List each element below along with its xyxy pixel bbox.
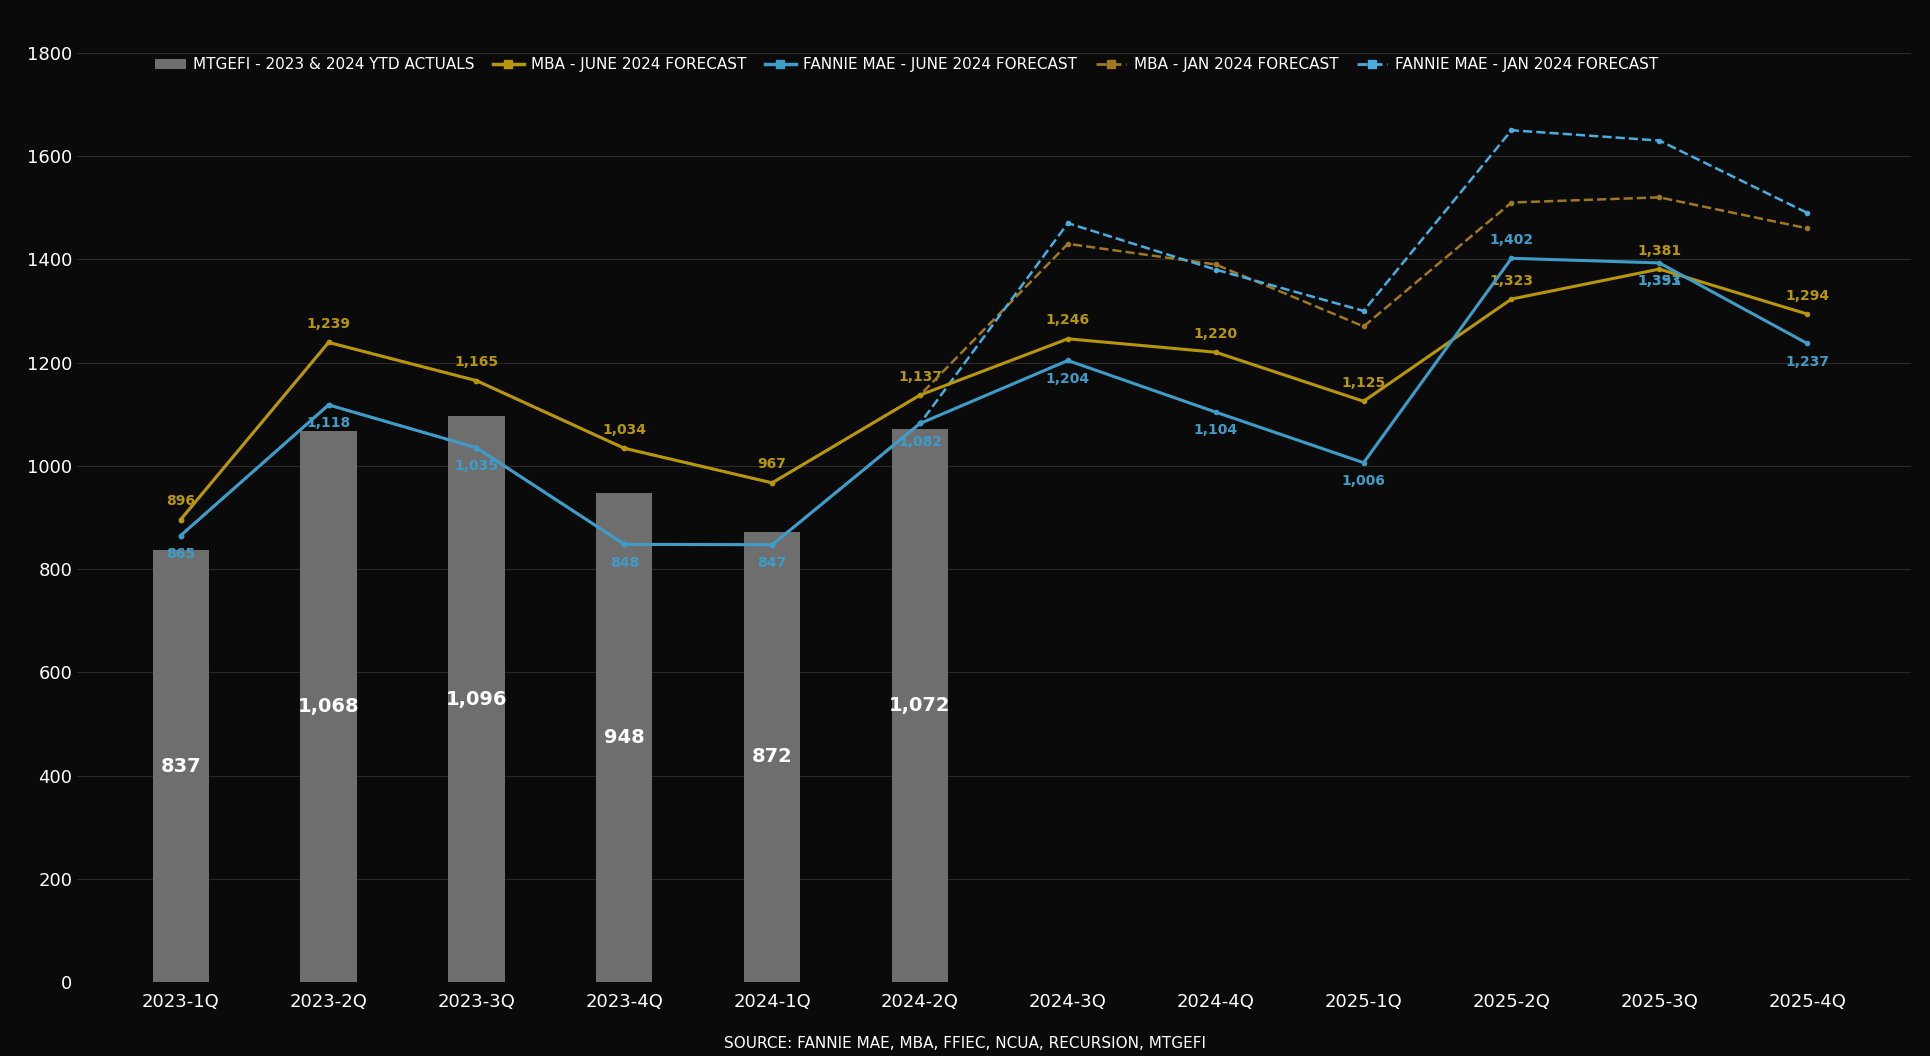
Text: 1,351: 1,351 [1637, 275, 1681, 288]
Text: 1,068: 1,068 [297, 697, 359, 716]
Text: 1,125: 1,125 [1341, 376, 1386, 390]
Text: 1,204: 1,204 [1046, 372, 1090, 385]
Text: 1,381: 1,381 [1637, 244, 1681, 258]
Text: 1,035: 1,035 [454, 459, 498, 473]
Text: 1,072: 1,072 [890, 696, 951, 715]
Text: 1,246: 1,246 [1046, 314, 1090, 327]
Text: 837: 837 [160, 756, 201, 775]
Text: 1,220: 1,220 [1193, 327, 1237, 341]
Text: 1,402: 1,402 [1490, 233, 1534, 247]
Text: 1,165: 1,165 [454, 355, 498, 370]
Text: 1,104: 1,104 [1193, 423, 1237, 437]
Text: 1,034: 1,034 [602, 422, 647, 437]
Text: 865: 865 [166, 547, 195, 561]
Text: 896: 896 [166, 494, 195, 508]
Legend: MTGEFI - 2023 & 2024 YTD ACTUALS, MBA - JUNE 2024 FORECAST, FANNIE MAE - JUNE 20: MTGEFI - 2023 & 2024 YTD ACTUALS, MBA - … [149, 51, 1664, 78]
Text: SOURCE: FANNIE MAE, MBA, FFIEC, NCUA, RECURSION, MTGEFI: SOURCE: FANNIE MAE, MBA, FFIEC, NCUA, RE… [724, 1036, 1206, 1051]
Text: 1,118: 1,118 [307, 416, 351, 430]
Text: 872: 872 [753, 748, 793, 767]
Text: 1,393: 1,393 [1637, 275, 1681, 288]
Text: 1,239: 1,239 [307, 317, 351, 332]
Bar [301, 431, 357, 982]
Bar [152, 550, 208, 982]
Text: 1,137: 1,137 [897, 370, 942, 383]
Text: 1,294: 1,294 [1785, 288, 1830, 303]
Text: 967: 967 [758, 457, 787, 471]
Bar [892, 429, 948, 982]
Text: 848: 848 [610, 555, 639, 569]
Bar [448, 416, 504, 982]
Text: 847: 847 [758, 557, 787, 570]
Text: 1,006: 1,006 [1341, 474, 1386, 488]
Text: 1,082: 1,082 [897, 435, 942, 449]
Text: 1,096: 1,096 [446, 690, 508, 709]
Text: 1,323: 1,323 [1490, 274, 1534, 287]
Text: 1,237: 1,237 [1785, 355, 1830, 369]
Bar [745, 532, 801, 982]
Bar [596, 493, 652, 982]
Text: 948: 948 [604, 728, 645, 747]
